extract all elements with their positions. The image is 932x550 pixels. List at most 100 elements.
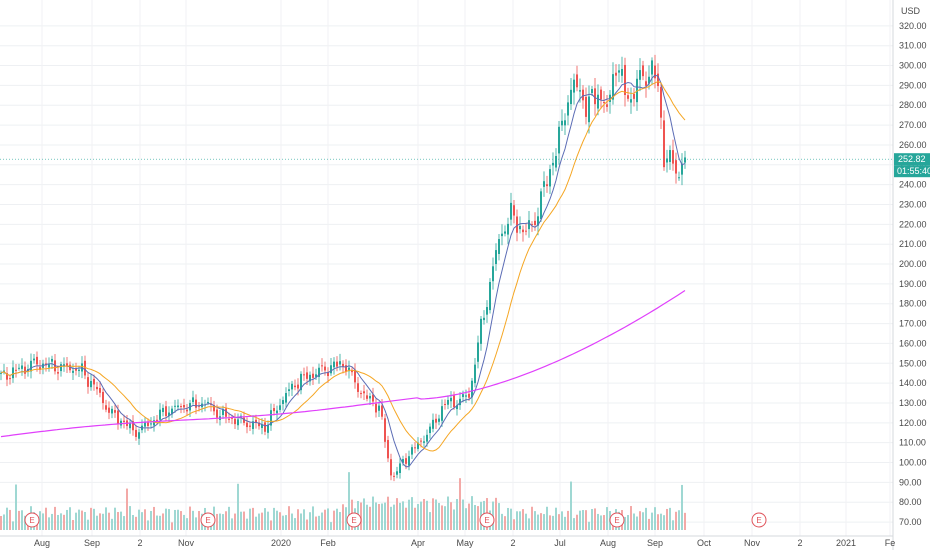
- volume-bar: [384, 502, 386, 530]
- volume-bar: [573, 518, 575, 530]
- volume-bar: [81, 510, 83, 530]
- volume-bar: [321, 512, 323, 530]
- candle: [93, 374, 95, 391]
- volume-bar: [576, 514, 578, 530]
- candle: [528, 210, 530, 238]
- volume-bar: [225, 511, 227, 530]
- candle: [477, 335, 479, 369]
- volume-bar: [162, 513, 164, 530]
- candle: [330, 357, 332, 376]
- y-tick-label: 130.00: [899, 398, 927, 408]
- volume-bar: [24, 515, 26, 530]
- volume-bar: [333, 510, 335, 530]
- volume-bar: [633, 513, 635, 530]
- earnings-marker: E: [609, 512, 625, 528]
- volume-bar: [114, 507, 116, 530]
- volume-bar: [366, 504, 368, 530]
- volume-bar: [657, 514, 659, 530]
- candle: [333, 357, 335, 375]
- candle: [102, 388, 104, 410]
- candle: [666, 149, 668, 173]
- volume-bar: [537, 514, 539, 530]
- candle: [348, 360, 350, 379]
- volume-bar: [192, 510, 194, 530]
- volume-bar: [546, 506, 548, 530]
- volume-bar: [111, 518, 113, 530]
- volume-bar: [363, 498, 365, 530]
- candle: [162, 404, 164, 417]
- candle: [597, 84, 599, 116]
- last-price-tag: 252.82: [894, 153, 930, 166]
- candle: [615, 64, 617, 87]
- time-axis[interactable]: Aug Sep 2 Nov 2020 Feb Apr May 2 Jul Aug Sep Oct Nov 2…: [0, 535, 895, 548]
- candle: [288, 382, 290, 397]
- volume-bar: [120, 511, 122, 530]
- candle: [0, 370, 2, 381]
- candle: [546, 175, 548, 193]
- volume-bar: [84, 511, 86, 530]
- candle: [621, 56, 623, 83]
- volume-bar: [246, 518, 248, 530]
- volume-bar: [255, 516, 257, 530]
- volume-bar: [150, 510, 152, 530]
- y-tick-label: 290.00: [899, 80, 927, 90]
- candle: [480, 316, 482, 351]
- candle: [234, 413, 236, 430]
- y-tick-label: 200.00: [899, 259, 927, 269]
- candle: [648, 65, 650, 90]
- candle: [552, 152, 554, 176]
- candle: [633, 88, 635, 107]
- candle: [642, 60, 644, 81]
- candle: [363, 384, 365, 401]
- volume-bar: [168, 509, 170, 530]
- volume-bar: [675, 511, 677, 530]
- volume-bar: [249, 508, 251, 530]
- y-tick-label: 70.00: [899, 517, 922, 527]
- x-tick-label: Sep: [84, 538, 100, 548]
- candle: [645, 71, 647, 98]
- volume-bar: [135, 516, 137, 530]
- volume-bar: [252, 507, 254, 530]
- volume-bar: [336, 508, 338, 530]
- volume-bar: [495, 497, 497, 530]
- svg-text:E: E: [205, 516, 210, 525]
- volume-bar: [567, 510, 569, 530]
- candle: [456, 400, 458, 416]
- x-tick-label: 2: [137, 538, 142, 548]
- volume-bar: [345, 507, 347, 530]
- candle: [21, 358, 23, 376]
- volume-bar: [516, 511, 518, 530]
- volume-bar: [126, 488, 128, 530]
- candle: [447, 395, 449, 410]
- candle: [327, 367, 329, 383]
- x-tick-label: Jul: [554, 538, 566, 548]
- candle: [285, 387, 287, 408]
- candle: [123, 414, 125, 429]
- volume-bar: [510, 508, 512, 530]
- y-tick-label: 180.00: [899, 299, 927, 309]
- candle: [375, 398, 377, 418]
- candle: [192, 390, 194, 405]
- volume-bar: [423, 498, 425, 530]
- candle: [531, 221, 533, 232]
- volume-bar: [447, 496, 449, 530]
- candle: [150, 417, 152, 429]
- candle: [336, 356, 338, 372]
- volume-bar: [231, 518, 233, 530]
- candle: [48, 357, 50, 372]
- volume-bar: [138, 509, 140, 530]
- volume-bar: [0, 516, 2, 530]
- volume-bar: [87, 519, 89, 530]
- candle: [180, 403, 182, 414]
- candle: [66, 357, 68, 374]
- candle: [618, 64, 620, 83]
- candle: [459, 392, 461, 410]
- volume-bar: [57, 514, 59, 530]
- candle: [399, 457, 401, 479]
- y-tick-label: 300.00: [899, 61, 927, 71]
- volume-bar: [519, 511, 521, 530]
- candle: [681, 153, 683, 186]
- candle: [51, 355, 53, 370]
- volume-bar: [105, 507, 107, 530]
